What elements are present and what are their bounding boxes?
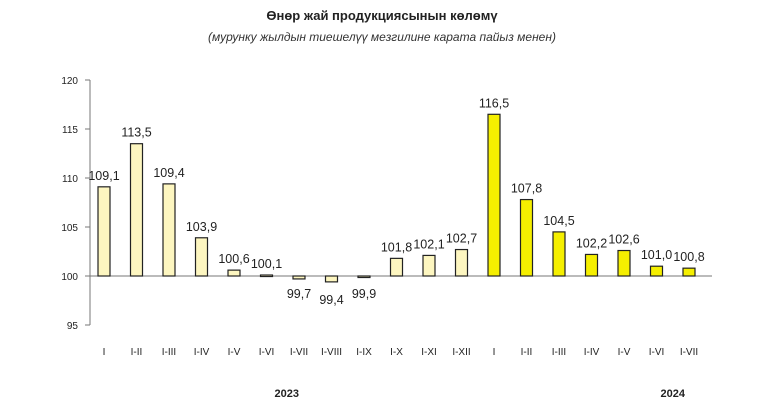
bar — [129, 143, 144, 277]
bar — [227, 269, 241, 277]
data-label: 101,0 — [641, 248, 672, 262]
data-label: 99,7 — [287, 287, 311, 301]
category-label: I-X — [390, 347, 403, 358]
category-label: I-IX — [356, 347, 372, 358]
category-label: I-III — [162, 347, 176, 358]
data-label: 107,8 — [511, 182, 542, 196]
category-label: I-V — [228, 347, 241, 358]
y-tick-label: 120 — [61, 76, 78, 87]
category-label: I-VII — [680, 347, 698, 358]
data-label: 100,1 — [251, 257, 282, 271]
bar — [552, 231, 566, 277]
bar — [454, 248, 469, 277]
category-label: I-VI — [649, 347, 665, 358]
data-label: 102,6 — [608, 233, 639, 247]
year-label: 2024 — [661, 388, 686, 400]
bar — [389, 257, 404, 277]
data-label: 103,9 — [186, 220, 217, 234]
bar — [682, 267, 696, 277]
bar — [292, 275, 306, 280]
bar — [194, 237, 209, 277]
y-tick-label: 100 — [61, 272, 78, 283]
data-label: 99,4 — [319, 293, 343, 307]
bar — [324, 275, 339, 283]
data-label: 102,7 — [446, 232, 477, 246]
category-label: I-III — [552, 347, 566, 358]
year-label: 2023 — [275, 388, 299, 400]
bar — [617, 249, 631, 277]
category-label: I-II — [131, 347, 143, 358]
category-label: I — [493, 347, 496, 358]
data-label: 102,1 — [413, 237, 444, 251]
category-label: I-VI — [259, 347, 275, 358]
category-label: I-IV — [584, 347, 600, 358]
chart-subtitle: (мурунку жылдын тиешелүү мезгилине карат… — [208, 30, 556, 44]
bar — [519, 198, 534, 277]
data-label: 100,6 — [218, 252, 249, 266]
data-label: 101,8 — [381, 240, 412, 254]
category-label: I-V — [618, 347, 631, 358]
bar — [422, 254, 436, 277]
category-label: I-II — [521, 347, 533, 358]
bar — [357, 275, 371, 279]
bar — [97, 186, 111, 277]
bar — [584, 253, 599, 277]
bar — [162, 183, 176, 277]
y-tick-label: 105 — [61, 223, 78, 234]
data-label: 113,5 — [121, 126, 151, 140]
y-tick-label: 110 — [62, 174, 78, 185]
data-label: 116,5 — [479, 96, 509, 110]
category-label: I-XI — [421, 347, 437, 358]
data-label: 99,9 — [352, 287, 376, 301]
category-label: I-VIII — [321, 347, 342, 358]
data-label: 109,4 — [153, 166, 184, 180]
category-label: I — [103, 347, 106, 358]
data-label: 104,5 — [543, 214, 574, 228]
y-tick-label: 95 — [67, 321, 79, 332]
data-label: 100,8 — [673, 250, 704, 264]
category-label: I-VII — [290, 347, 308, 358]
bar — [649, 265, 664, 277]
data-label: 102,2 — [576, 236, 607, 250]
chart-title: Өнөр жай продукциясынын көлөмү — [266, 8, 498, 23]
bar — [487, 113, 501, 277]
data-label: 109,1 — [88, 169, 119, 183]
y-tick-label: 115 — [62, 125, 78, 136]
category-label: I-IV — [194, 347, 210, 358]
bar — [259, 274, 274, 278]
category-label: I-XII — [452, 347, 470, 358]
